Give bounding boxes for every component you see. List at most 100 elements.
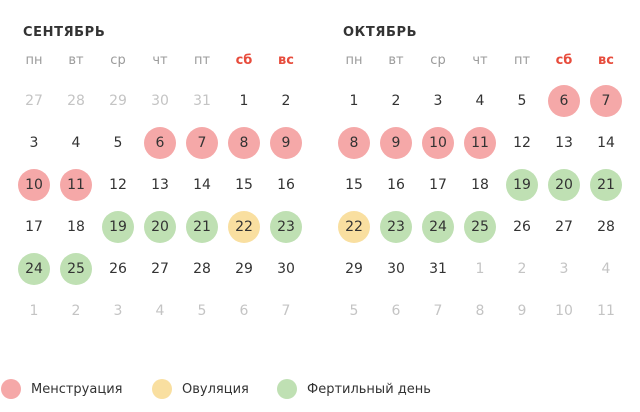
calendar-day-fertile[interactable]: 21 bbox=[181, 206, 223, 248]
calendar-day-menstruation[interactable]: 9 bbox=[265, 122, 307, 164]
calendar-day[interactable]: 27 bbox=[543, 206, 585, 248]
day-number: 31 bbox=[193, 93, 211, 109]
calendar-day-other-month[interactable]: 11 bbox=[585, 290, 627, 332]
calendar-day-other-month[interactable]: 2 bbox=[55, 290, 97, 332]
calendar-day[interactable]: 3 bbox=[13, 122, 55, 164]
calendar-day-fertile[interactable]: 21 bbox=[585, 164, 627, 206]
calendar-day[interactable]: 15 bbox=[333, 164, 375, 206]
day-number: 16 bbox=[387, 177, 405, 193]
month-title: СЕНТЯБРЬ bbox=[23, 25, 106, 40]
calendar-day-fertile[interactable]: 24 bbox=[417, 206, 459, 248]
calendar-day-fertile[interactable]: 19 bbox=[501, 164, 543, 206]
calendar-day-menstruation[interactable]: 8 bbox=[333, 122, 375, 164]
calendar-day-fertile[interactable]: 23 bbox=[375, 206, 417, 248]
calendar-day[interactable]: 12 bbox=[501, 122, 543, 164]
calendar-day[interactable]: 14 bbox=[585, 122, 627, 164]
calendar-day[interactable]: 5 bbox=[97, 122, 139, 164]
calendar-day[interactable]: 26 bbox=[97, 248, 139, 290]
calendar-day[interactable]: 18 bbox=[55, 206, 97, 248]
calendar-day-fertile[interactable]: 24 bbox=[13, 248, 55, 290]
calendar-day-fertile[interactable]: 25 bbox=[459, 206, 501, 248]
calendar-day-other-month[interactable]: 28 bbox=[55, 80, 97, 122]
calendar-day-menstruation[interactable]: 11 bbox=[55, 164, 97, 206]
calendar-day-other-month[interactable]: 1 bbox=[13, 290, 55, 332]
calendar-day[interactable]: 29 bbox=[223, 248, 265, 290]
calendar-day-other-month[interactable]: 2 bbox=[501, 248, 543, 290]
calendar-day[interactable]: 5 bbox=[501, 80, 543, 122]
calendar-day[interactable]: 30 bbox=[265, 248, 307, 290]
calendar-day-other-month[interactable]: 5 bbox=[333, 290, 375, 332]
day-number: 1 bbox=[29, 303, 39, 319]
calendar-day[interactable]: 13 bbox=[139, 164, 181, 206]
calendar-day[interactable]: 14 bbox=[181, 164, 223, 206]
calendar-day-ovulation[interactable]: 22 bbox=[333, 206, 375, 248]
calendar-day-other-month[interactable]: 29 bbox=[97, 80, 139, 122]
calendar-day[interactable]: 27 bbox=[139, 248, 181, 290]
calendar-day-menstruation[interactable]: 7 bbox=[585, 80, 627, 122]
calendar-day-menstruation[interactable]: 9 bbox=[375, 122, 417, 164]
calendar-day-other-month[interactable]: 6 bbox=[375, 290, 417, 332]
day-number: 2 bbox=[71, 303, 81, 319]
calendar-day-other-month[interactable]: 7 bbox=[417, 290, 459, 332]
day-number: 28 bbox=[597, 219, 615, 235]
calendar-day-fertile[interactable]: 20 bbox=[543, 164, 585, 206]
calendar-day-fertile[interactable]: 19 bbox=[97, 206, 139, 248]
calendar-day[interactable]: 17 bbox=[417, 164, 459, 206]
calendar-day-ovulation[interactable]: 22 bbox=[223, 206, 265, 248]
calendar-day-fertile[interactable]: 23 bbox=[265, 206, 307, 248]
calendar-day-other-month[interactable]: 1 bbox=[459, 248, 501, 290]
calendar-day-other-month[interactable]: 9 bbox=[501, 290, 543, 332]
calendar-day[interactable]: 13 bbox=[543, 122, 585, 164]
day-number: 19 bbox=[109, 219, 127, 235]
calendar-day-other-month[interactable]: 5 bbox=[181, 290, 223, 332]
calendar-day[interactable]: 17 bbox=[13, 206, 55, 248]
calendar-day[interactable]: 18 bbox=[459, 164, 501, 206]
calendar-day-menstruation[interactable]: 8 bbox=[223, 122, 265, 164]
calendar-day-other-month[interactable]: 6 bbox=[223, 290, 265, 332]
calendar-day[interactable]: 1 bbox=[333, 80, 375, 122]
calendar-day[interactable]: 30 bbox=[375, 248, 417, 290]
calendar-day-other-month[interactable]: 7 bbox=[265, 290, 307, 332]
calendar-day-other-month[interactable]: 3 bbox=[97, 290, 139, 332]
calendar-day-other-month[interactable]: 4 bbox=[585, 248, 627, 290]
calendar-day[interactable]: 26 bbox=[501, 206, 543, 248]
calendar-day-other-month[interactable]: 27 bbox=[13, 80, 55, 122]
calendar-day-menstruation[interactable]: 6 bbox=[139, 122, 181, 164]
calendar-day-other-month[interactable]: 8 bbox=[459, 290, 501, 332]
calendar-day[interactable]: 28 bbox=[181, 248, 223, 290]
calendar-day-menstruation[interactable]: 11 bbox=[459, 122, 501, 164]
weekday-label: чт bbox=[152, 53, 168, 68]
calendar-day-menstruation[interactable]: 7 bbox=[181, 122, 223, 164]
calendar-day-other-month[interactable]: 31 bbox=[181, 80, 223, 122]
calendar-day[interactable]: 15 bbox=[223, 164, 265, 206]
calendar-day[interactable]: 4 bbox=[459, 80, 501, 122]
calendar-day-other-month[interactable]: 30 bbox=[139, 80, 181, 122]
day-number: 31 bbox=[429, 261, 447, 277]
calendar-day[interactable]: 16 bbox=[265, 164, 307, 206]
calendar-day[interactable]: 12 bbox=[97, 164, 139, 206]
day-number: 24 bbox=[25, 261, 43, 277]
calendar-day[interactable]: 31 bbox=[417, 248, 459, 290]
calendar-day[interactable]: 29 bbox=[333, 248, 375, 290]
calendar-day-menstruation[interactable]: 6 bbox=[543, 80, 585, 122]
calendar-day-menstruation[interactable]: 10 bbox=[13, 164, 55, 206]
calendar-day-other-month[interactable]: 3 bbox=[543, 248, 585, 290]
calendar-day[interactable]: 1 bbox=[223, 80, 265, 122]
calendar-day-fertile[interactable]: 20 bbox=[139, 206, 181, 248]
calendar-day[interactable]: 2 bbox=[375, 80, 417, 122]
calendar-day[interactable]: 16 bbox=[375, 164, 417, 206]
calendar-day[interactable]: 28 bbox=[585, 206, 627, 248]
day-number: 15 bbox=[235, 177, 253, 193]
calendar-day-menstruation[interactable]: 10 bbox=[417, 122, 459, 164]
calendar-day[interactable]: 4 bbox=[55, 122, 97, 164]
calendar-day[interactable]: 3 bbox=[417, 80, 459, 122]
calendar-day-fertile[interactable]: 25 bbox=[55, 248, 97, 290]
day-number: 9 bbox=[517, 303, 527, 319]
day-number: 14 bbox=[597, 135, 615, 151]
calendar-day-other-month[interactable]: 4 bbox=[139, 290, 181, 332]
day-number: 27 bbox=[25, 93, 43, 109]
calendar-day-other-month[interactable]: 10 bbox=[543, 290, 585, 332]
weekday-label: пт bbox=[513, 53, 531, 68]
calendar-day[interactable]: 2 bbox=[265, 80, 307, 122]
day-number: 30 bbox=[277, 261, 295, 277]
